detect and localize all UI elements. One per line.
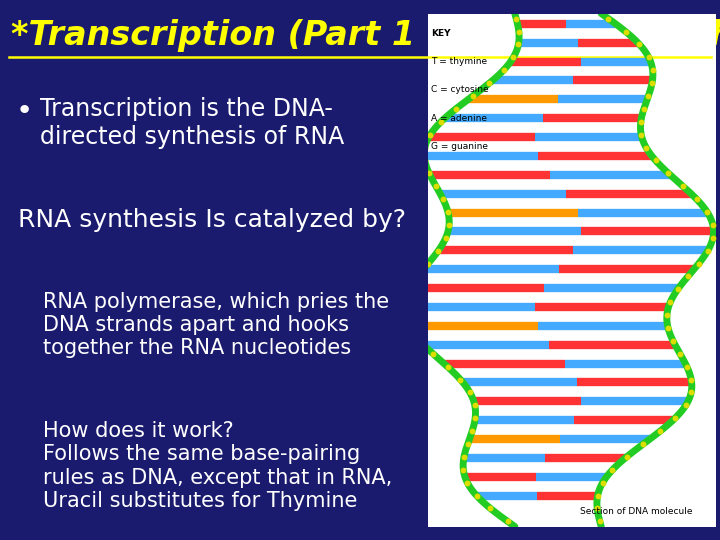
Point xyxy=(680,401,691,410)
Point xyxy=(685,375,697,384)
Point xyxy=(513,27,525,36)
Point xyxy=(442,362,454,371)
Point xyxy=(458,465,469,474)
Point xyxy=(442,208,454,217)
Point xyxy=(649,156,661,165)
Point xyxy=(603,14,614,23)
Point xyxy=(508,53,519,62)
Point xyxy=(682,272,693,281)
Point xyxy=(637,440,649,448)
Point xyxy=(665,298,676,307)
Point xyxy=(469,401,480,410)
Point xyxy=(419,156,431,165)
Point xyxy=(640,143,652,152)
Point xyxy=(467,92,479,100)
Point xyxy=(397,298,409,307)
Point xyxy=(403,323,415,332)
Point xyxy=(462,478,473,487)
Point xyxy=(430,182,441,191)
Point xyxy=(638,105,649,113)
Point xyxy=(450,105,462,113)
Point xyxy=(469,414,481,423)
Bar xyxy=(428,14,716,526)
Point xyxy=(672,285,683,294)
Point xyxy=(471,491,482,500)
Point xyxy=(455,375,467,384)
Text: Section of DNA molecule: Section of DNA molecule xyxy=(580,507,692,516)
Point xyxy=(513,40,524,49)
Point xyxy=(467,427,478,435)
Point xyxy=(594,517,606,526)
Point xyxy=(433,246,444,255)
Point xyxy=(412,272,423,281)
Point xyxy=(498,66,509,75)
Point xyxy=(591,504,603,513)
Point xyxy=(427,349,438,358)
Text: KEY: KEY xyxy=(431,29,451,38)
Text: How does it work?
Follows the same base-pairing
rules as DNA, except that in RNA: How does it work? Follows the same base-… xyxy=(43,421,392,511)
Point xyxy=(675,349,686,358)
Point xyxy=(620,27,631,36)
Point xyxy=(423,169,435,178)
Point xyxy=(707,233,719,242)
Point xyxy=(702,246,714,255)
Point xyxy=(667,336,679,345)
Text: C = cytosine: C = cytosine xyxy=(431,85,489,94)
Point xyxy=(647,79,658,87)
Point xyxy=(661,311,672,320)
Point xyxy=(634,40,645,49)
Point xyxy=(592,491,603,500)
Point xyxy=(597,478,608,487)
Text: A = adenine: A = adenine xyxy=(431,113,487,123)
Point xyxy=(707,220,719,229)
Point xyxy=(402,285,414,294)
Text: •: • xyxy=(16,97,33,125)
Point xyxy=(423,259,434,268)
Point xyxy=(701,208,713,217)
Point xyxy=(642,92,654,100)
Point xyxy=(647,66,658,75)
Point xyxy=(662,323,674,332)
Point xyxy=(484,79,495,87)
Point xyxy=(464,388,476,397)
Point xyxy=(690,195,702,204)
Point xyxy=(462,440,474,448)
Text: RNA polymerase, which pries the
DNA strands apart and hooks
together the RNA nuc: RNA polymerase, which pries the DNA stra… xyxy=(43,292,390,358)
Point xyxy=(485,504,496,513)
Point xyxy=(607,465,618,474)
Point xyxy=(670,414,681,423)
Text: T = thymine: T = thymine xyxy=(431,57,487,66)
Point xyxy=(435,117,446,126)
Point xyxy=(440,233,451,242)
Point xyxy=(654,427,666,435)
Text: G = guanine: G = guanine xyxy=(431,141,488,151)
Point xyxy=(681,362,693,371)
Text: Transcription is the DNA-
directed synthesis of RNA: Transcription is the DNA- directed synth… xyxy=(40,97,344,149)
Point xyxy=(643,53,654,62)
Text: RNA synthesis Is catalyzed by?: RNA synthesis Is catalyzed by? xyxy=(18,208,406,232)
Point xyxy=(419,143,431,152)
Point xyxy=(510,14,522,23)
Point xyxy=(437,195,449,204)
Point xyxy=(678,182,689,191)
Point xyxy=(414,336,426,345)
Point xyxy=(397,311,409,320)
Point xyxy=(636,130,647,139)
Point xyxy=(458,453,469,461)
Point xyxy=(635,117,647,126)
Point xyxy=(662,169,674,178)
Point xyxy=(502,517,513,526)
Point xyxy=(685,388,697,397)
Point xyxy=(444,220,455,229)
Point xyxy=(425,130,436,139)
Point xyxy=(693,259,704,268)
Text: *Transcription (Part 1 of Protein Synthesis)*: *Transcription (Part 1 of Protein Synthe… xyxy=(11,19,720,52)
Point xyxy=(621,453,632,461)
